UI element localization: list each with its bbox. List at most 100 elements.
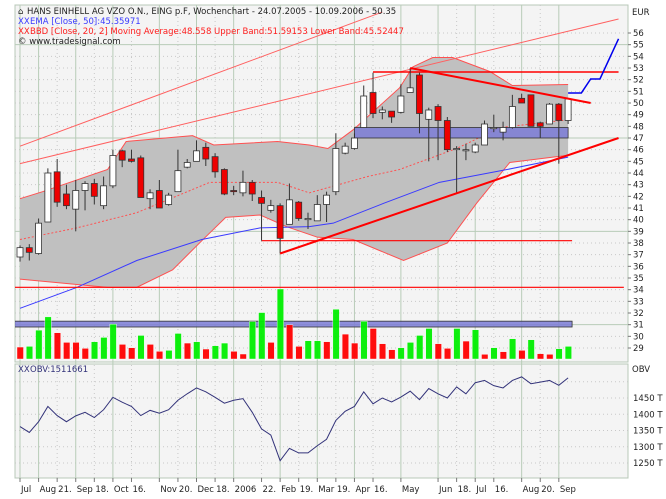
- date-tick-label: Jul: [20, 485, 31, 495]
- obv-tick-label: 1250 T: [633, 459, 663, 469]
- price-tick-label: 40: [633, 216, 644, 226]
- volume-bar: [230, 351, 238, 360]
- chart-title: HANS EINHELL AG VZO O.N., EING p.F, Woch…: [27, 7, 396, 17]
- price-tick-label: 41: [633, 204, 644, 214]
- candle-body: [25, 247, 33, 253]
- volume-bar: [416, 335, 424, 360]
- date-tick-label: Sep: [560, 485, 576, 495]
- volume-bar: [193, 341, 201, 360]
- volume-bar: [156, 351, 164, 360]
- candle-body: [332, 148, 340, 193]
- candle-body: [462, 149, 470, 152]
- price-tick-label: 35: [633, 274, 644, 284]
- channel-upper-line: [19, 11, 383, 147]
- price-tick-label: 52: [633, 76, 644, 86]
- date-tick-label: 16.: [374, 485, 388, 495]
- volume-bar: [221, 342, 229, 360]
- resistance-trend-line: [409, 67, 591, 104]
- volume-bar: [63, 342, 71, 360]
- candle-body: [16, 247, 24, 258]
- support-trend-line: [279, 137, 619, 255]
- price-tick-label: 29: [633, 344, 644, 354]
- candle-body: [388, 110, 396, 118]
- date-tick-label: 2006: [235, 485, 257, 495]
- date-tick-label: Nov: [160, 485, 177, 495]
- volume-bar: [434, 343, 442, 360]
- obv-tick-label: 1300 T: [633, 443, 663, 453]
- candle-body: [165, 194, 173, 205]
- price-tick-label: 33: [633, 297, 644, 307]
- xx-indicator-icon[interactable]: XX: [18, 365, 30, 375]
- candle-body: [239, 181, 247, 194]
- candle-body: [220, 169, 228, 195]
- volume-bar: [379, 343, 387, 360]
- instrument-icon: ⌂: [18, 7, 23, 17]
- candle-body: [155, 190, 163, 209]
- price-projection-line: [568, 38, 620, 94]
- volume-bar: [100, 337, 108, 360]
- candle-body: [425, 109, 433, 120]
- price-tick-label: 44: [633, 169, 644, 179]
- date-tick-label: Aug: [40, 485, 57, 495]
- candle-body: [211, 156, 219, 173]
- price-tick-label: 51: [633, 87, 644, 97]
- price-tick-label: 49: [633, 111, 644, 121]
- volume-bar: [286, 324, 294, 360]
- price-tick-label: 31: [633, 321, 644, 331]
- xx-indicator-icon[interactable]: XX: [18, 27, 30, 37]
- date-tick-label: Mar: [318, 485, 335, 495]
- volume-bar: [258, 312, 266, 360]
- candle-body: [248, 181, 256, 195]
- bollinger-lower-line: [19, 154, 569, 288]
- volume-bar: [35, 329, 43, 360]
- date-tick-label: Jul: [475, 485, 486, 495]
- xx-indicator-icon[interactable]: XX: [18, 17, 30, 27]
- volume-bar: [332, 309, 340, 360]
- date-tick-label: 20.: [179, 485, 193, 495]
- candle-body: [313, 204, 321, 222]
- volume-bar: [174, 333, 182, 360]
- candle-body: [100, 185, 108, 207]
- volume-bar: [137, 335, 145, 360]
- price-tick-label: 46: [633, 146, 644, 156]
- obv-line: [19, 376, 569, 462]
- price-tick-label: 39: [633, 227, 644, 237]
- volume-bar: [304, 340, 312, 360]
- volume-bar: [462, 340, 470, 360]
- candle-body: [481, 123, 488, 146]
- candle-body: [193, 150, 200, 162]
- price-tick-label: 32: [633, 309, 644, 319]
- volume-bar: [72, 342, 80, 360]
- date-tick-label: 19.: [337, 485, 351, 495]
- candle-body: [276, 205, 284, 239]
- volume-bar: [249, 321, 256, 360]
- price-plot: [15, 11, 624, 360]
- candle-body: [109, 155, 117, 187]
- support-zone-rectangle: [354, 127, 569, 139]
- candle-body: [555, 103, 563, 121]
- candle-body: [53, 171, 61, 203]
- volume-bar: [26, 346, 33, 360]
- volume-bar: [406, 342, 414, 360]
- candle-body: [323, 194, 330, 205]
- obv-plot: [19, 376, 569, 462]
- volume-bar: [388, 349, 396, 360]
- volume-bar: [184, 342, 191, 360]
- candle-body: [378, 109, 386, 113]
- date-tick-label: 21.: [58, 485, 72, 495]
- candle-body: [351, 137, 358, 149]
- date-tick-label: 19.: [300, 485, 314, 495]
- price-tick-label: 45: [633, 157, 644, 167]
- candle-body: [137, 157, 145, 198]
- candle-body: [527, 94, 535, 127]
- price-tick-label: 53: [633, 64, 644, 74]
- date-tick-label: Sep: [77, 485, 93, 495]
- date-tick-label: 16.: [495, 485, 509, 495]
- volume-zone-rectangle: [15, 320, 573, 328]
- candle-body: [443, 120, 451, 151]
- date-tick-label: 18.: [95, 485, 109, 495]
- candle-body: [397, 95, 405, 113]
- candle-body: [81, 183, 89, 191]
- volume-bar: [499, 351, 507, 360]
